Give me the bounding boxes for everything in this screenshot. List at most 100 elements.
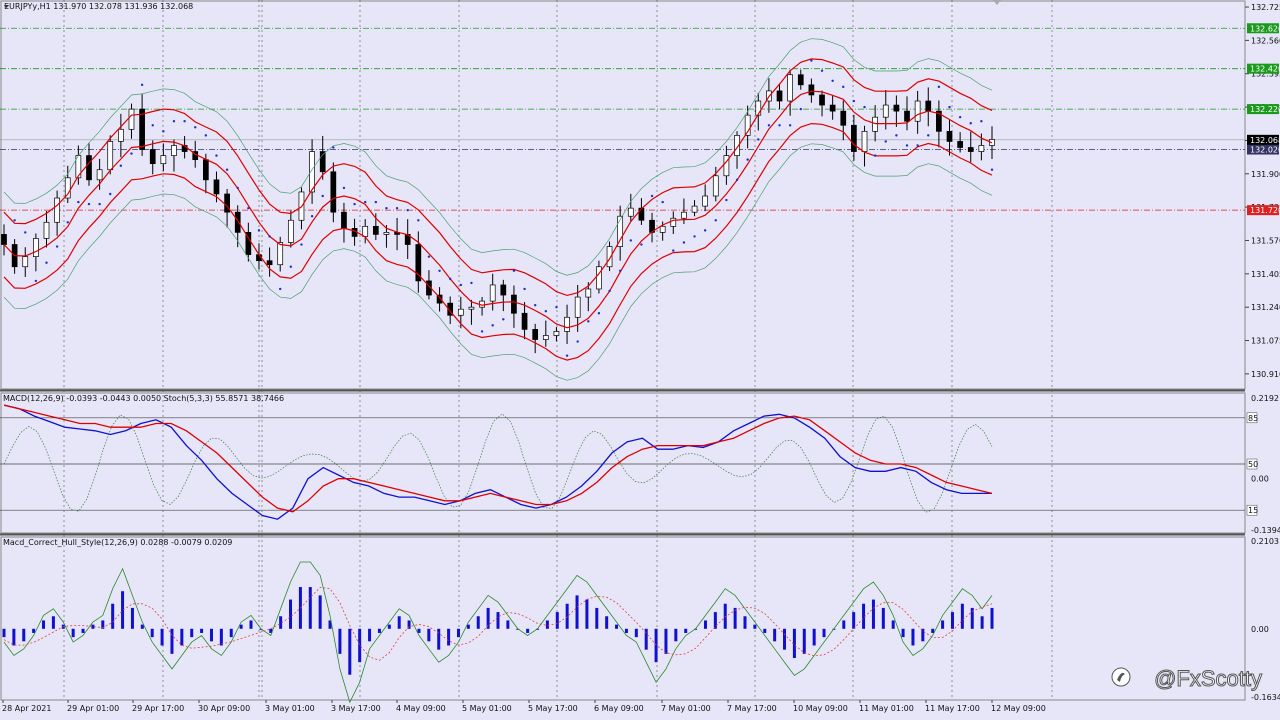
level-tag-132.020[interactable]: 132.020	[1247, 144, 1280, 155]
candle-body[interactable]	[341, 211, 347, 229]
candle-body[interactable]	[33, 238, 39, 257]
candle-body[interactable]	[723, 155, 730, 177]
candle-body[interactable]	[808, 84, 815, 96]
candle-body[interactable]	[829, 104, 836, 112]
candle-body[interactable]	[819, 94, 825, 106]
candle-body[interactable]	[712, 175, 719, 197]
candle-body[interactable]	[500, 284, 507, 296]
candle-body[interactable]	[957, 141, 963, 148]
candle-body[interactable]	[309, 151, 315, 193]
candle-body[interactable]	[171, 145, 177, 156]
candle-body[interactable]	[872, 116, 878, 132]
sar-dot	[66, 221, 69, 224]
time-axis-label: 7 May 01:00	[661, 704, 711, 713]
level-tag-131.720[interactable]: 131.720	[1247, 205, 1280, 216]
candle-body[interactable]	[330, 171, 337, 213]
time-axis-label: 6 May 09:00	[594, 704, 644, 713]
candle-body[interactable]	[893, 104, 900, 112]
candle-body[interactable]	[447, 302, 454, 316]
level-tag-132.220[interactable]: 132.220	[1247, 104, 1280, 115]
candle-body[interactable]	[86, 155, 92, 181]
candle-body[interactable]	[139, 108, 145, 150]
candle-body[interactable]	[840, 110, 847, 126]
candle-body[interactable]	[96, 169, 103, 181]
candle-body[interactable]	[734, 135, 740, 156]
candle-body[interactable]	[925, 100, 932, 112]
level-tag-132.420[interactable]: 132.420	[1247, 63, 1280, 74]
candle-body[interactable]	[627, 207, 634, 217]
shift-marker-icon[interactable]	[993, 0, 1001, 5]
candle-body[interactable]	[107, 141, 114, 171]
candle-body[interactable]	[744, 114, 751, 136]
candle-body[interactable]	[202, 159, 209, 181]
candle-body[interactable]	[43, 221, 50, 239]
candle-body[interactable]	[468, 306, 475, 310]
candle-body[interactable]	[383, 232, 390, 235]
candle-body[interactable]	[118, 128, 124, 142]
candle-body[interactable]	[670, 217, 677, 227]
candle-body[interactable]	[596, 266, 602, 290]
hull-histogram-bar	[466, 624, 470, 629]
candle-body[interactable]	[436, 294, 443, 304]
sar-dot	[438, 269, 441, 272]
macd-stoch-pane[interactable]	[0, 404, 1245, 520]
level-tag-132.620[interactable]: 132.620	[1247, 23, 1280, 34]
candle-body[interactable]	[946, 130, 953, 142]
candle-body[interactable]	[797, 74, 804, 86]
candle-body[interactable]	[585, 288, 592, 298]
candle-body[interactable]	[22, 256, 29, 268]
candle-body[interactable]	[617, 215, 624, 247]
candle-body[interactable]	[511, 294, 517, 314]
candle-body[interactable]	[755, 100, 762, 116]
candle-body[interactable]	[245, 232, 252, 255]
candle-body[interactable]	[457, 308, 464, 316]
candle-body[interactable]	[54, 197, 60, 223]
candle-body[interactable]	[213, 179, 220, 195]
candle-body[interactable]	[521, 312, 528, 330]
candle-body[interactable]	[542, 335, 549, 340]
time-axis[interactable]: 28 Apr 2021 29 Apr 01:00 29 Apr 17:00 30 Ap…	[2, 700, 1046, 713]
candle-body[interactable]	[851, 124, 857, 152]
price-axis[interactable]: 132.725132.560132.395132.230132.065131.9…	[1245, 3, 1280, 702]
candle-body[interactable]	[861, 130, 868, 152]
symbol-dropdown-icon[interactable]	[4, 5, 9, 8]
candle-body[interactable]	[776, 90, 783, 102]
hull-histogram-bar	[91, 624, 95, 629]
current-price-tag[interactable]: 132.068	[1247, 134, 1280, 145]
candle-body[interactable]	[372, 225, 379, 235]
candle-body[interactable]	[415, 244, 422, 282]
candle-body[interactable]	[978, 145, 985, 152]
candle-body[interactable]	[606, 246, 613, 268]
candle-body[interactable]	[532, 329, 539, 340]
candle-body[interactable]	[149, 149, 156, 165]
candle-body[interactable]	[936, 110, 942, 132]
candle-body[interactable]	[882, 104, 889, 118]
candle-body[interactable]	[904, 110, 910, 122]
candle-body[interactable]	[287, 219, 294, 243]
candle-body[interactable]	[64, 177, 71, 199]
candle-body[interactable]	[489, 284, 496, 302]
candle-body[interactable]	[702, 195, 709, 207]
candle-body[interactable]	[277, 242, 284, 266]
candle-body[interactable]	[564, 316, 570, 332]
candle-body[interactable]	[659, 225, 666, 233]
candle-body[interactable]	[574, 296, 581, 318]
macd-hull-pane[interactable]	[2, 561, 994, 704]
candle-body[interactable]	[681, 211, 687, 219]
candle-body[interactable]	[787, 74, 794, 102]
candle-body[interactable]	[266, 260, 273, 266]
candle-body[interactable]	[553, 331, 560, 336]
hull-histogram-bar	[140, 624, 144, 629]
candle-body[interactable]	[967, 147, 974, 152]
main-price-pane[interactable]	[0, 27, 1245, 381]
candle-body[interactable]	[914, 100, 921, 122]
candle-body[interactable]	[234, 211, 241, 233]
candle-body[interactable]	[691, 205, 698, 213]
candle-body[interactable]	[362, 225, 369, 237]
candle-body[interactable]	[319, 151, 326, 173]
candle-body[interactable]	[128, 108, 135, 130]
candle-body[interactable]	[1, 234, 7, 245]
candle-body[interactable]	[160, 155, 167, 165]
